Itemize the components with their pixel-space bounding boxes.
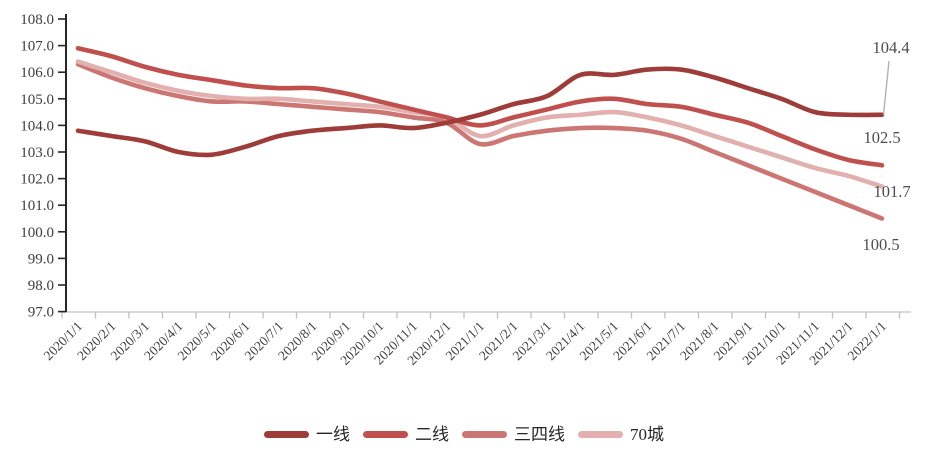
legend-item-二线: 二线: [363, 426, 449, 443]
y-axis-tick-label: 101.0: [20, 198, 54, 214]
legend-label-70城: 70城: [630, 424, 664, 444]
y-axis-tick-label: 104.0: [20, 118, 54, 134]
y-axis-tick-label: 106.0: [20, 65, 54, 81]
end-label-二线: 102.5: [863, 128, 900, 147]
y-axis-tick-label: 105.0: [20, 92, 54, 108]
series-line-二线: [75, 45, 885, 168]
legend-item-70城: 70城: [578, 426, 664, 443]
y-axis-tick-label: 97.0: [28, 305, 54, 321]
series-line-70城: [75, 59, 885, 189]
end-label-三四线: 100.5: [862, 235, 899, 254]
legend-swatch-二线: [363, 430, 408, 438]
legend-label-一线: 一线: [316, 424, 350, 444]
y-axis-tick-label: 99.0: [28, 251, 54, 267]
legend-swatch-70城: [578, 430, 623, 438]
legend-swatch-一线: [264, 430, 309, 438]
legend-item-三四线: 三四线: [462, 426, 565, 443]
y-axis-tick-label: 107.0: [20, 39, 54, 55]
series-line-三四线: [75, 61, 885, 221]
end-label-leader-line: [882, 60, 890, 115]
y-axis-tick-label: 108.0: [20, 12, 54, 28]
y-axis-tick-label: 103.0: [20, 145, 54, 161]
y-axis-tick-label: 102.0: [20, 172, 54, 188]
y-axis-tick-label: 100.0: [20, 225, 54, 241]
legend-item-一线: 一线: [264, 426, 350, 443]
legend-label-三四线: 三四线: [514, 424, 565, 444]
series-line-一线: [75, 66, 885, 158]
y-axis-tick-label: 98.0: [28, 278, 54, 294]
end-label-70城: 101.7: [873, 182, 910, 201]
end-label-一线: 104.4: [872, 38, 909, 57]
legend-label-二线: 二线: [415, 424, 449, 444]
legend-swatch-三四线: [462, 430, 507, 438]
chart-legend: 一线 二线 三四线 70城: [0, 419, 928, 449]
